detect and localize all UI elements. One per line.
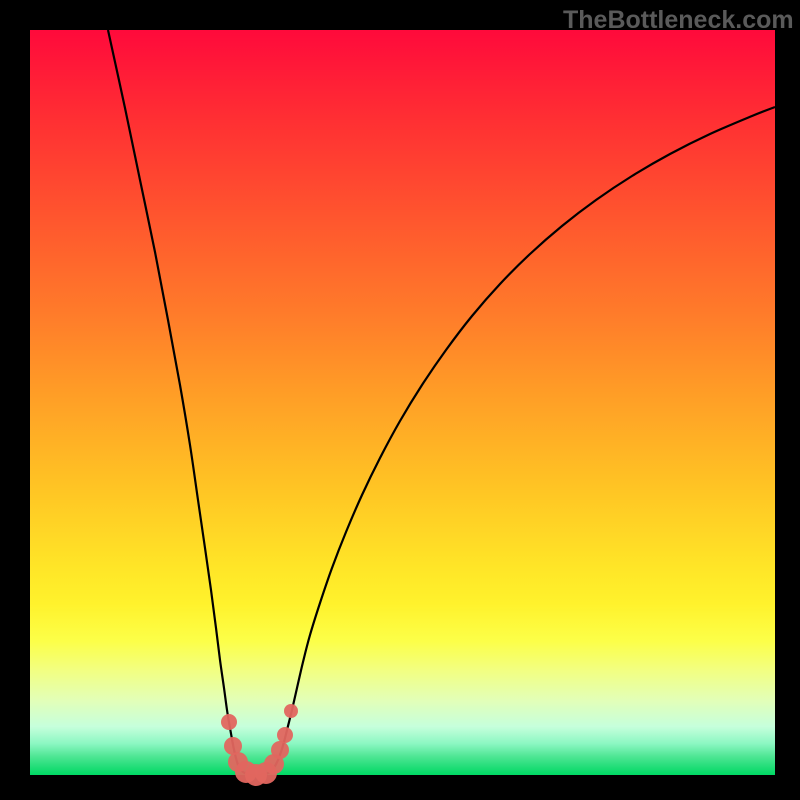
- data-marker: [221, 714, 237, 730]
- chart-container: TheBottleneck.com: [0, 0, 800, 800]
- data-marker: [284, 704, 298, 718]
- curve-right: [258, 107, 775, 775]
- data-marker: [277, 727, 293, 743]
- plot-area: [30, 30, 775, 775]
- data-marker: [271, 741, 289, 759]
- curve-layer: [30, 30, 775, 775]
- watermark-text: TheBottleneck.com: [563, 6, 794, 35]
- markers-group: [221, 704, 298, 786]
- curve-left: [108, 30, 258, 775]
